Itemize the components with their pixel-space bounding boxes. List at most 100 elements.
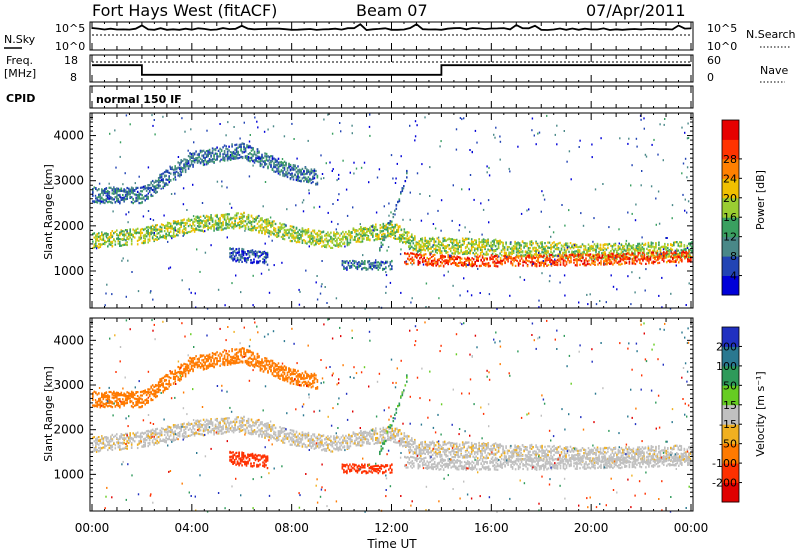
- power-cell: [473, 239, 476, 242]
- power-cell: [403, 228, 406, 231]
- power-cell: [475, 258, 478, 261]
- power-cell: [199, 225, 202, 228]
- power-cell: [307, 235, 310, 239]
- power-cell: [514, 242, 516, 245]
- power-cell: [113, 239, 115, 242]
- power-cell: [261, 153, 263, 156]
- power-cell: [165, 224, 167, 227]
- power-cell: [583, 264, 586, 267]
- power-cell: [138, 175, 140, 178]
- power-cell: [204, 159, 206, 162]
- power-cell: [638, 247, 641, 250]
- power-cell: [663, 257, 665, 260]
- power-cell: [142, 196, 145, 199]
- power-cell: [571, 250, 573, 253]
- power-cell: [154, 185, 157, 188]
- power-cell: [546, 259, 548, 262]
- power-cell: [672, 260, 674, 263]
- power-cell: [253, 261, 255, 264]
- power-cell: [599, 244, 602, 247]
- power-cell: [291, 122, 293, 125]
- power-cell: [383, 236, 386, 239]
- power-cell: [256, 251, 258, 254]
- power-cell: [378, 236, 380, 239]
- power-cell: [300, 180, 302, 183]
- power-cell: [226, 236, 228, 239]
- power-cell: [515, 245, 518, 248]
- power-cell: [280, 227, 283, 231]
- power-cell: [462, 264, 464, 267]
- power-cell: [685, 249, 687, 252]
- power-cell: [489, 258, 491, 261]
- power-cell: [187, 231, 190, 234]
- power-cell: [370, 233, 373, 236]
- power-cell: [681, 258, 683, 261]
- power-cell: [364, 234, 367, 237]
- power-cell: [406, 238, 409, 242]
- power-cell: [154, 224, 157, 227]
- power-cell: [454, 250, 456, 253]
- power-cell: [535, 265, 538, 268]
- power-cell: [613, 257, 616, 261]
- power-cell: [417, 250, 419, 253]
- power-cell: [247, 257, 249, 260]
- power-cell: [554, 133, 556, 136]
- power-cell: [661, 258, 664, 261]
- power-cell: [93, 246, 96, 249]
- power-cell: [574, 254, 577, 257]
- power-cell: [193, 228, 196, 231]
- power-cell: [222, 153, 224, 156]
- power-cell: [234, 148, 236, 151]
- power-cell: [333, 234, 335, 237]
- power-cell: [658, 241, 660, 244]
- power-cell: [602, 183, 604, 185]
- power-cell: [562, 259, 565, 262]
- power-cell: [543, 263, 545, 266]
- power-cell: [270, 161, 272, 164]
- power-cell: [535, 254, 537, 257]
- power-cell: [282, 226, 284, 230]
- power-cell: [102, 242, 105, 245]
- power-cell: [604, 250, 606, 254]
- power-cell: [580, 252, 582, 255]
- power-cell: [446, 244, 449, 247]
- power-cell: [635, 137, 638, 140]
- power-cell: [466, 245, 468, 248]
- power-cell: [303, 170, 305, 173]
- power-cell: [472, 264, 475, 267]
- power-cell: [104, 191, 106, 194]
- power-cell: [414, 235, 416, 238]
- power-cell: [527, 248, 530, 251]
- power-cell: [259, 226, 262, 229]
- power-cell: [445, 246, 447, 250]
- power-cell: [225, 213, 227, 216]
- power-cell: [448, 259, 451, 262]
- power-cell: [409, 191, 411, 194]
- power-cell: [321, 283, 323, 286]
- power-cell: [374, 261, 377, 264]
- power-cell: [483, 263, 485, 266]
- power-cell: [633, 259, 635, 262]
- power-cell: [597, 256, 599, 259]
- power-cell: [263, 250, 266, 253]
- power-cell: [383, 238, 386, 242]
- power-cell: [177, 156, 180, 158]
- power-cell: [255, 216, 257, 219]
- power-cell: [184, 161, 187, 164]
- power-cell: [507, 256, 509, 259]
- power-cell: [277, 226, 280, 229]
- power-cell: [202, 214, 205, 217]
- power-cell: [670, 250, 672, 253]
- power-cell: [181, 168, 184, 171]
- power-cell: [411, 259, 414, 262]
- power-cell: [315, 169, 317, 173]
- power-cell: [565, 261, 568, 264]
- power-cell: [289, 234, 292, 237]
- power-cell: [562, 261, 565, 264]
- power-cell: [457, 256, 460, 259]
- power-cell: [382, 267, 384, 270]
- power-cell: [445, 239, 447, 242]
- power-cell: [292, 231, 295, 234]
- power-cell: [107, 193, 109, 196]
- power-cell: [387, 231, 389, 234]
